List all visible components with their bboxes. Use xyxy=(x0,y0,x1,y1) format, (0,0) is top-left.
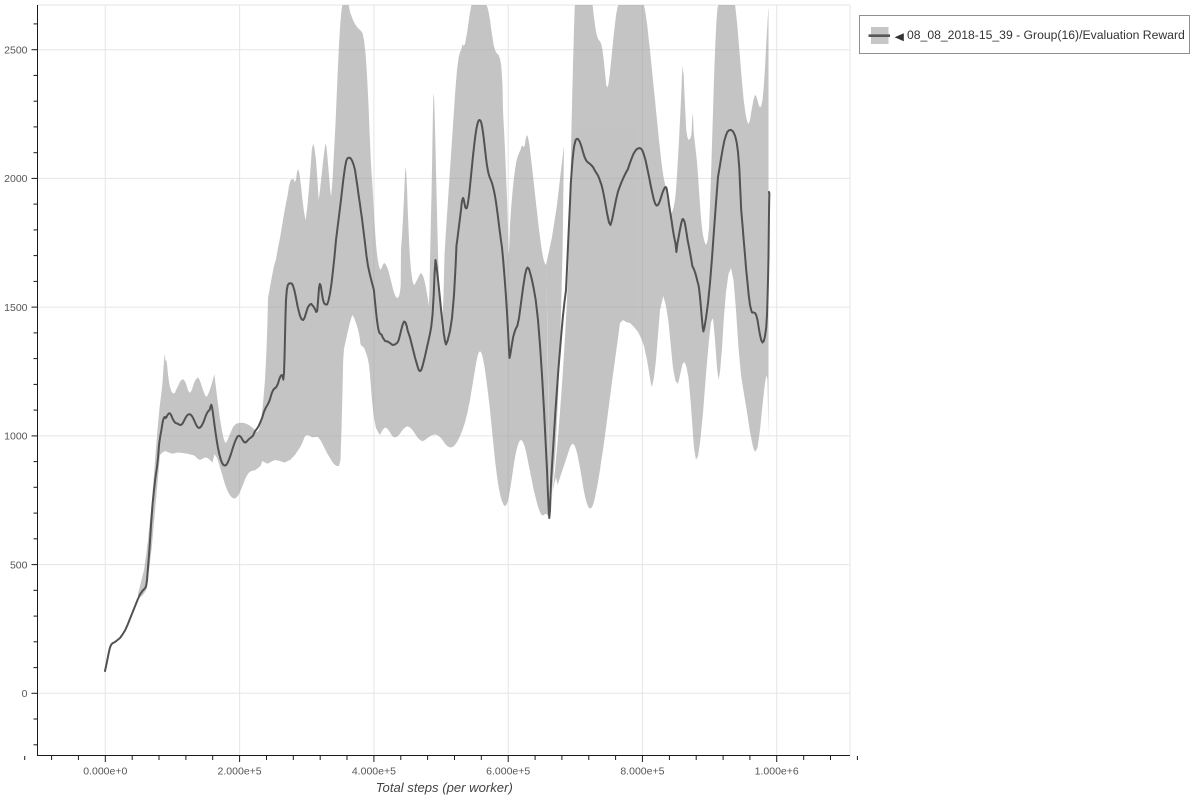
svg-text:4.000e+5: 4.000e+5 xyxy=(352,765,396,777)
svg-text:08_08_2018-15_39 - Group(16)/E: 08_08_2018-15_39 - Group(16)/Evaluation … xyxy=(907,28,1185,42)
svg-text:2500: 2500 xyxy=(4,45,28,57)
svg-text:1.000e+6: 1.000e+6 xyxy=(755,765,799,777)
svg-text:0: 0 xyxy=(22,688,28,700)
svg-text:Total steps (per worker): Total steps (per worker) xyxy=(376,780,513,795)
svg-text:1000: 1000 xyxy=(4,431,28,443)
svg-text:2000: 2000 xyxy=(4,173,28,185)
svg-text:500: 500 xyxy=(10,559,28,571)
svg-text:0.000e+0: 0.000e+0 xyxy=(83,765,127,777)
svg-text:8.000e+5: 8.000e+5 xyxy=(620,765,664,777)
svg-text:1500: 1500 xyxy=(4,302,28,314)
svg-text:6.000e+5: 6.000e+5 xyxy=(486,765,530,777)
svg-text:2.000e+5: 2.000e+5 xyxy=(218,765,262,777)
